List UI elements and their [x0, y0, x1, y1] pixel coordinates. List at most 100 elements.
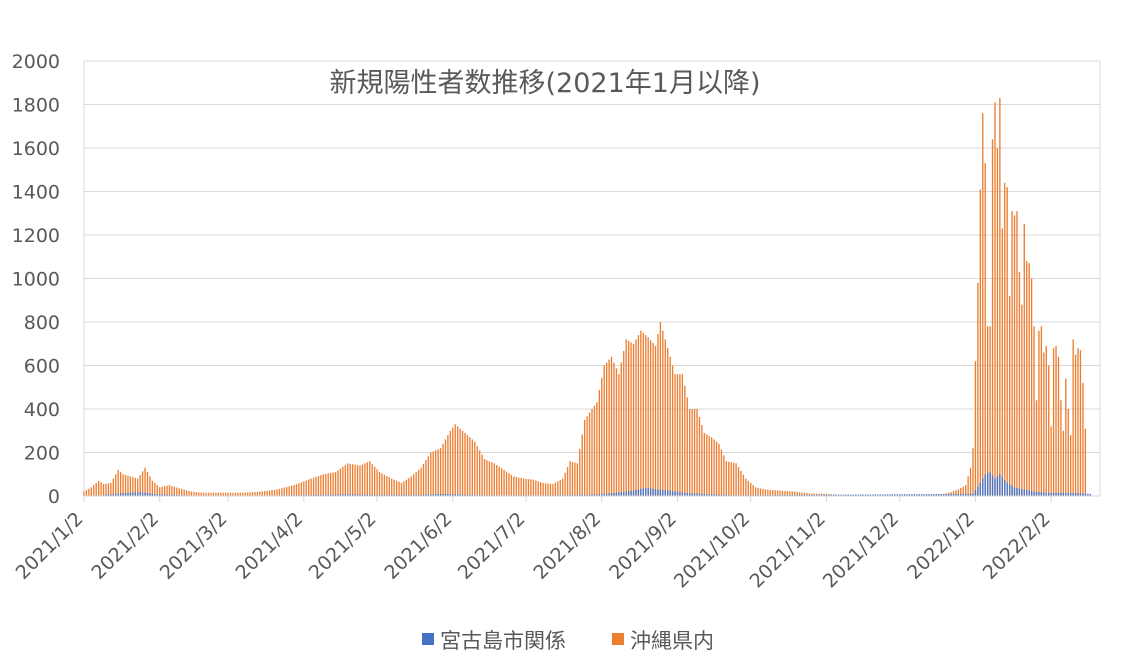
bar-miyako [1028, 490, 1030, 496]
bar-okinawa [972, 448, 974, 496]
bar-okinawa [732, 462, 735, 496]
bar-okinawa [1070, 435, 1072, 496]
bar-okinawa [185, 490, 188, 496]
bar-okinawa [349, 463, 351, 496]
bar-miyako [701, 493, 703, 496]
bar-okinawa [720, 449, 723, 496]
bar-okinawa [608, 359, 610, 496]
bar-okinawa [681, 374, 684, 496]
bar-okinawa [364, 463, 366, 496]
bar-okinawa [347, 463, 349, 496]
legend-label-miyako: 宮古島市関係 [440, 629, 566, 653]
bar-okinawa [351, 464, 354, 496]
bar-miyako [1045, 492, 1047, 496]
bar-okinawa [376, 469, 378, 496]
chart-title: 新規陽性者数推移(2021年1月以降) [330, 68, 761, 99]
bar-miyako [327, 494, 329, 496]
bar-miyako [119, 493, 122, 496]
bar-okinawa [237, 492, 239, 496]
bar-miyako [659, 489, 662, 496]
bar-miyako [691, 493, 693, 496]
bar-okinawa [102, 484, 105, 496]
bar-okinawa [640, 330, 642, 496]
bar-miyako [689, 493, 691, 496]
bar-okinawa [960, 488, 962, 496]
bar-okinawa [662, 330, 664, 496]
x-tick-label: 2021/8/2 [529, 508, 605, 584]
bar-okinawa [735, 463, 737, 496]
bar-miyako [935, 494, 938, 496]
bar-miyako [950, 493, 952, 496]
bar-okinawa [730, 462, 732, 496]
bar-okinawa [649, 340, 652, 496]
bar-miyako [601, 494, 603, 496]
bar-okinawa [950, 491, 952, 496]
bar-miyako [1008, 484, 1011, 496]
bar-miyako [415, 494, 417, 496]
y-tick-label: 400 [24, 399, 60, 421]
bar-okinawa [574, 462, 576, 496]
bar-okinawa [110, 482, 112, 496]
bar-miyako [351, 494, 354, 496]
bar-okinawa [229, 492, 232, 496]
bar-miyako [711, 494, 713, 496]
bar-okinawa [1065, 378, 1067, 496]
y-tick-label: 1800 [12, 95, 60, 117]
bar-miyako [945, 493, 947, 496]
bar-okinawa [591, 409, 593, 496]
bar-okinawa [112, 478, 114, 496]
bar-okinawa [1004, 182, 1006, 497]
bar-miyako [855, 494, 857, 496]
bar-miyako [681, 492, 684, 496]
bar-okinawa [994, 102, 996, 496]
bar-miyako [640, 488, 642, 496]
bar-miyako [906, 494, 908, 496]
bar-okinawa [181, 489, 183, 496]
bar-okinawa [774, 490, 776, 496]
bar-miyako [332, 494, 334, 496]
bar-miyako [1055, 492, 1057, 496]
bar-okinawa [618, 374, 620, 496]
bar-miyako [320, 494, 322, 496]
bar-miyako [911, 494, 913, 496]
bar-miyako [962, 493, 964, 496]
bar-okinawa [244, 492, 246, 496]
legend: 宮古島市関係 沖縄県内 [422, 629, 714, 653]
bar-miyako [789, 494, 791, 496]
bar-okinawa [627, 340, 630, 496]
bar-okinawa [967, 476, 969, 496]
bar-okinawa [728, 461, 730, 496]
bar-okinawa [977, 282, 979, 496]
bar-okinawa [264, 491, 266, 496]
bar-miyako [852, 494, 854, 496]
bar-miyako [916, 494, 918, 496]
bar-okinawa [513, 476, 515, 496]
bar-okinawa [540, 482, 542, 496]
bar-miyako [635, 489, 637, 496]
bar-okinawa [442, 443, 444, 496]
bar-okinawa [435, 450, 437, 496]
bar-okinawa [500, 468, 503, 496]
bar-okinawa [310, 478, 312, 496]
bar-okinawa [400, 482, 403, 496]
bar-okinawa [711, 437, 713, 496]
bar-miyako [693, 493, 696, 496]
bar-okinawa [1038, 330, 1040, 496]
bar-okinawa [701, 424, 703, 496]
bar-okinawa [791, 491, 793, 496]
bar-okinawa [1011, 211, 1013, 496]
bar-okinawa [464, 432, 466, 496]
bar-miyako [715, 494, 718, 496]
bar-okinawa [752, 485, 754, 496]
bar-okinawa [581, 434, 583, 496]
bar-okinawa [132, 477, 134, 496]
bar-okinawa [227, 492, 229, 496]
bar-miyako [400, 494, 403, 496]
bar-okinawa [713, 439, 715, 496]
bar-miyako [1004, 480, 1006, 496]
bar-miyako [584, 494, 586, 496]
bar-okinawa [261, 491, 263, 496]
y-tick-label: 0 [48, 486, 60, 508]
bar-okinawa [1055, 345, 1057, 496]
bar-miyako [105, 494, 107, 496]
